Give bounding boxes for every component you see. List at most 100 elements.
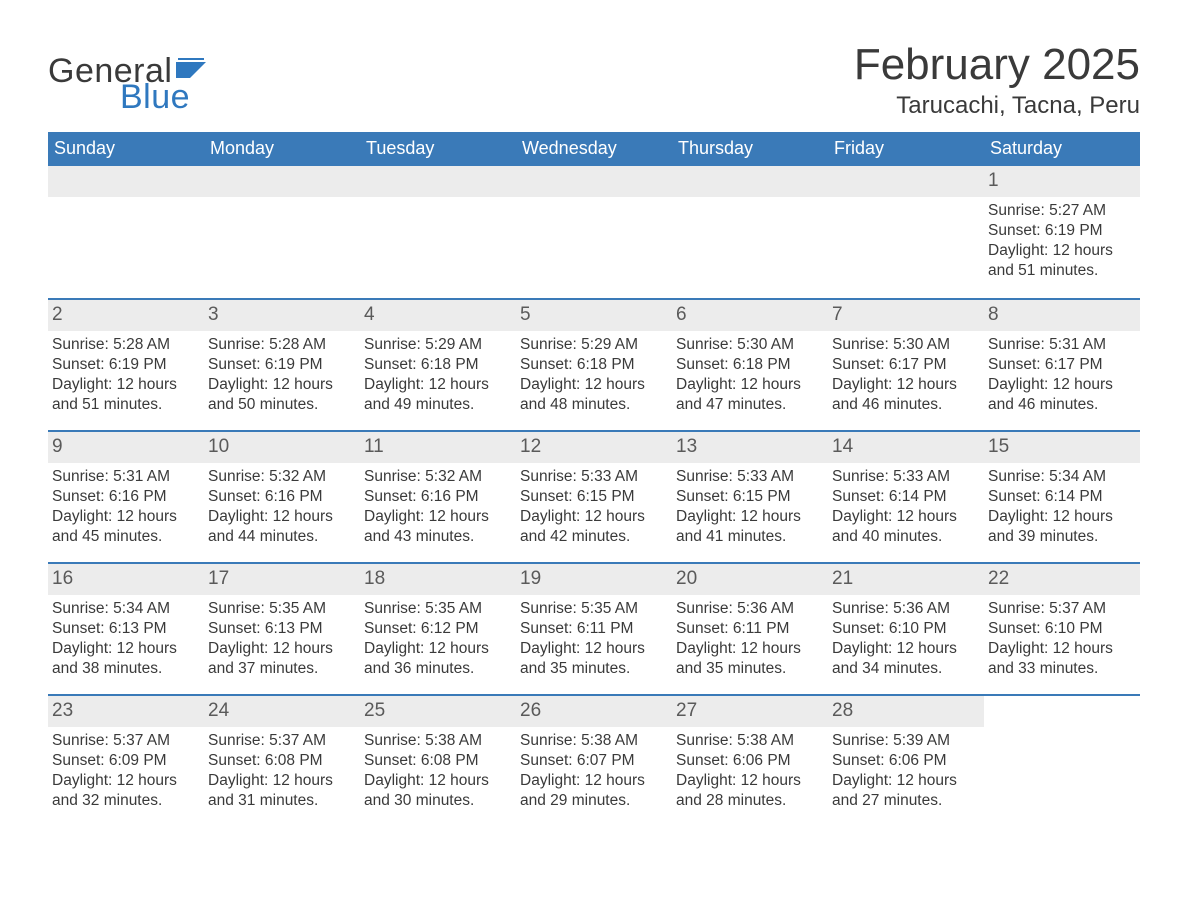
- day-cell: 27Sunrise: 5:38 AMSunset: 6:06 PMDayligh…: [672, 696, 828, 826]
- day-number-bar: 20: [672, 564, 828, 595]
- daylight-line: Daylight: 12 hours and 37 minutes.: [208, 639, 356, 679]
- sunset-line: Sunset: 6:11 PM: [676, 619, 824, 639]
- sunrise-line: Sunrise: 5:36 AM: [832, 599, 980, 619]
- sunset-line: Sunset: 6:12 PM: [364, 619, 512, 639]
- daylight-line: Daylight: 12 hours and 44 minutes.: [208, 507, 356, 547]
- month-title: February 2025: [854, 40, 1140, 90]
- sunrise-line: Sunrise: 5:34 AM: [52, 599, 200, 619]
- dow-cell: Wednesday: [516, 132, 672, 166]
- header-row: General Blue February 2025 Tarucachi, Ta…: [48, 40, 1140, 120]
- sunrise-line: Sunrise: 5:28 AM: [52, 335, 200, 355]
- sunrise-line: Sunrise: 5:35 AM: [520, 599, 668, 619]
- sunset-line: Sunset: 6:17 PM: [832, 355, 980, 375]
- day-cell: 4Sunrise: 5:29 AMSunset: 6:18 PMDaylight…: [360, 300, 516, 430]
- daylight-line: Daylight: 12 hours and 48 minutes.: [520, 375, 668, 415]
- day-number-bar: 14: [828, 432, 984, 463]
- day-cell: [984, 696, 1140, 826]
- day-number-bar: 27: [672, 696, 828, 727]
- day-number-bar: 6: [672, 300, 828, 331]
- day-cell: [516, 166, 672, 298]
- daylight-line: Daylight: 12 hours and 36 minutes.: [364, 639, 512, 679]
- calendar-page: General Blue February 2025 Tarucachi, Ta…: [0, 0, 1188, 856]
- daylight-line: Daylight: 12 hours and 42 minutes.: [520, 507, 668, 547]
- sunset-line: Sunset: 6:08 PM: [208, 751, 356, 771]
- day-cell: 7Sunrise: 5:30 AMSunset: 6:17 PMDaylight…: [828, 300, 984, 430]
- day-cell: [672, 166, 828, 298]
- daylight-line: Daylight: 12 hours and 34 minutes.: [832, 639, 980, 679]
- week-row: 1 Sunrise: 5:27 AMSunset: 6:19 PMDaylight…: [48, 166, 1140, 298]
- sunset-line: Sunset: 6:18 PM: [676, 355, 824, 375]
- day-number-bar: 11: [360, 432, 516, 463]
- day-number-bar: [360, 166, 516, 197]
- day-number-bar: [204, 166, 360, 197]
- day-cell: 26Sunrise: 5:38 AMSunset: 6:07 PMDayligh…: [516, 696, 672, 826]
- daylight-line: Daylight: 12 hours and 32 minutes.: [52, 771, 200, 811]
- sunrise-line: Sunrise: 5:27 AM: [988, 201, 1136, 221]
- sunrise-line: Sunrise: 5:29 AM: [520, 335, 668, 355]
- day-cell: [48, 166, 204, 298]
- day-cell: 13Sunrise: 5:33 AMSunset: 6:15 PMDayligh…: [672, 432, 828, 562]
- week-row: 16 Sunrise: 5:34 AMSunset: 6:13 PM Dayligh…: [48, 562, 1140, 694]
- day-number-bar: 17: [204, 564, 360, 595]
- sunset-line: Sunset: 6:15 PM: [676, 487, 824, 507]
- sunset-line: Sunset: 6:13 PM: [52, 619, 200, 639]
- day-number-bar: 21: [828, 564, 984, 595]
- day-cell: 25Sunrise: 5:38 AMSunset: 6:08 PMDayligh…: [360, 696, 516, 826]
- daylight-line: Daylight: 12 hours and 30 minutes.: [364, 771, 512, 811]
- day-cell: [204, 166, 360, 298]
- day-number-bar: 7: [828, 300, 984, 331]
- daylight-line: Daylight: 12 hours and 51 minutes.: [988, 241, 1136, 281]
- day-cell: 12Sunrise: 5:33 AMSunset: 6:15 PMDayligh…: [516, 432, 672, 562]
- day-cell: 21Sunrise: 5:36 AMSunset: 6:10 PMDayligh…: [828, 564, 984, 694]
- sunset-line: Sunset: 6:18 PM: [364, 355, 512, 375]
- day-number-bar: 16: [48, 564, 204, 595]
- sunrise-line: Sunrise: 5:37 AM: [52, 731, 200, 751]
- sunset-line: Sunset: 6:08 PM: [364, 751, 512, 771]
- location-subtitle: Tarucachi, Tacna, Peru: [854, 92, 1140, 120]
- day-number-bar: 1: [984, 166, 1140, 197]
- sunrise-line: Sunrise: 5:35 AM: [364, 599, 512, 619]
- day-cell: 3Sunrise: 5:28 AMSunset: 6:19 PMDaylight…: [204, 300, 360, 430]
- sunset-line: Sunset: 6:10 PM: [988, 619, 1136, 639]
- daylight-line: Daylight: 12 hours and 45 minutes.: [52, 507, 200, 547]
- sunrise-line: Sunrise: 5:30 AM: [832, 335, 980, 355]
- day-number-bar: [516, 166, 672, 197]
- sunset-line: Sunset: 6:14 PM: [988, 487, 1136, 507]
- sunset-line: Sunset: 6:19 PM: [988, 221, 1136, 241]
- day-number-bar: 15: [984, 432, 1140, 463]
- sunrise-line: Sunrise: 5:37 AM: [208, 731, 356, 751]
- day-cell: 9Sunrise: 5:31 AMSunset: 6:16 PMDaylight…: [48, 432, 204, 562]
- dow-cell: Thursday: [672, 132, 828, 166]
- dow-cell: Saturday: [984, 132, 1140, 166]
- daylight-line: Daylight: 12 hours and 50 minutes.: [208, 375, 356, 415]
- sunrise-line: Sunrise: 5:38 AM: [520, 731, 668, 751]
- sunset-line: Sunset: 6:09 PM: [52, 751, 200, 771]
- day-number-bar: 26: [516, 696, 672, 727]
- sunrise-line: Sunrise: 5:28 AM: [208, 335, 356, 355]
- sunrise-line: Sunrise: 5:37 AM: [988, 599, 1136, 619]
- daylight-line: Daylight: 12 hours and 43 minutes.: [364, 507, 512, 547]
- dow-cell: Monday: [204, 132, 360, 166]
- day-cell: 15Sunrise: 5:34 AMSunset: 6:14 PMDayligh…: [984, 432, 1140, 562]
- sunset-line: Sunset: 6:19 PM: [52, 355, 200, 375]
- sunrise-line: Sunrise: 5:39 AM: [832, 731, 980, 751]
- day-number-bar: 23: [48, 696, 204, 727]
- day-cell: 11Sunrise: 5:32 AMSunset: 6:16 PMDayligh…: [360, 432, 516, 562]
- daylight-line: Daylight: 12 hours and 33 minutes.: [988, 639, 1136, 679]
- title-block: February 2025 Tarucachi, Tacna, Peru: [854, 40, 1140, 120]
- logo: General Blue: [48, 40, 210, 114]
- sunrise-line: Sunrise: 5:38 AM: [676, 731, 824, 751]
- sunset-line: Sunset: 6:11 PM: [520, 619, 668, 639]
- day-cell: [828, 166, 984, 298]
- daylight-line: Daylight: 12 hours and 31 minutes.: [208, 771, 356, 811]
- sunrise-line: Sunrise: 5:33 AM: [676, 467, 824, 487]
- daylight-line: Daylight: 12 hours and 47 minutes.: [676, 375, 824, 415]
- day-cell: 17Sunrise: 5:35 AMSunset: 6:13 PMDayligh…: [204, 564, 360, 694]
- day-cell: 8Sunrise: 5:31 AMSunset: 6:17 PMDaylight…: [984, 300, 1140, 430]
- day-number-bar: 4: [360, 300, 516, 331]
- logo-text-blue: Blue: [120, 80, 210, 114]
- day-cell: 18Sunrise: 5:35 AMSunset: 6:12 PMDayligh…: [360, 564, 516, 694]
- sunrise-line: Sunrise: 5:36 AM: [676, 599, 824, 619]
- daylight-line: Daylight: 12 hours and 40 minutes.: [832, 507, 980, 547]
- daylight-line: Daylight: 12 hours and 39 minutes.: [988, 507, 1136, 547]
